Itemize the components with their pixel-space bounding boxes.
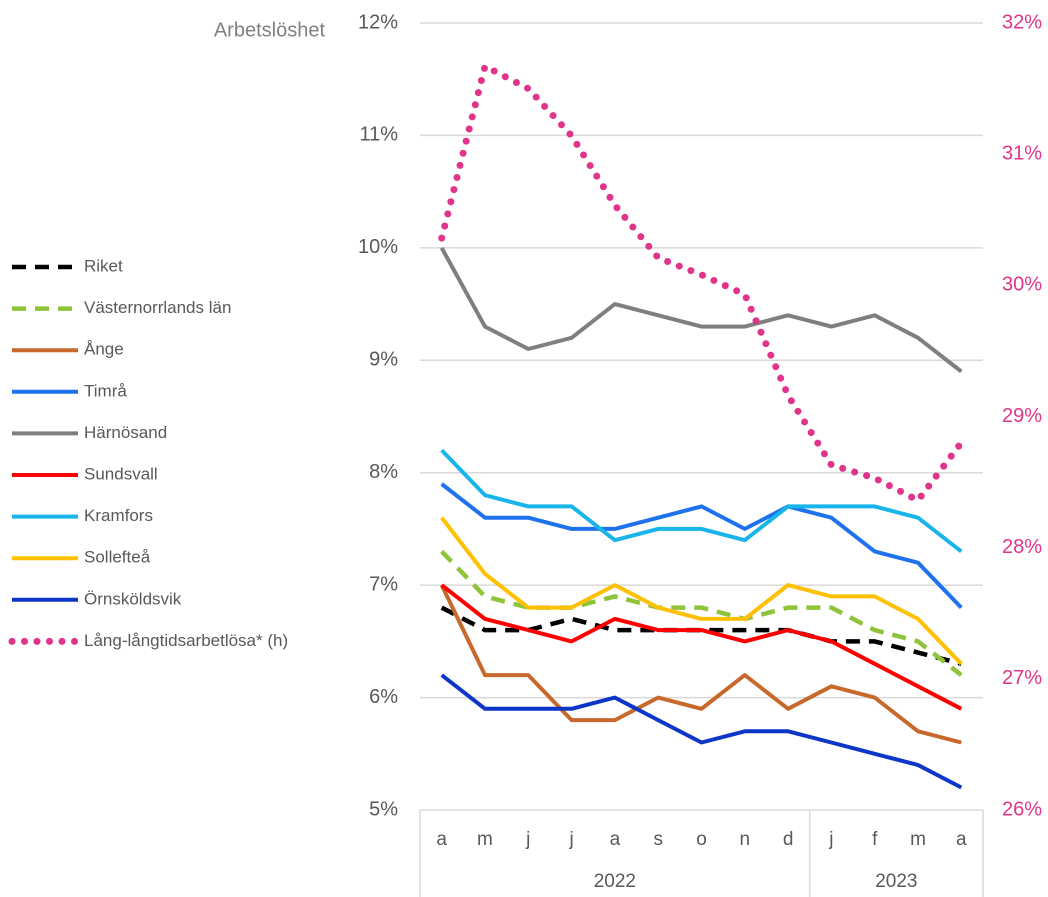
legend-label: Sollefteå bbox=[84, 548, 151, 567]
x-tick-label: n bbox=[740, 829, 751, 850]
line-series bbox=[440, 605, 962, 666]
x-tick-label: m bbox=[910, 829, 926, 850]
y2-tick-label: 27% bbox=[1002, 667, 1042, 689]
x-tick-label: a bbox=[436, 829, 447, 850]
x-tick-label: a bbox=[610, 829, 621, 850]
line-series bbox=[440, 583, 963, 711]
legend-label: Ånge bbox=[84, 340, 124, 359]
x-group-label: 2022 bbox=[594, 871, 636, 892]
line-series bbox=[439, 584, 962, 745]
y2-tick-label: 26% bbox=[1002, 798, 1042, 820]
y2-tick-label: 29% bbox=[1002, 405, 1042, 427]
x-tick-label: f bbox=[872, 829, 878, 850]
y2-tick-label: 31% bbox=[1002, 142, 1042, 164]
x-tick-label: m bbox=[477, 829, 493, 850]
y-tick-label: 12% bbox=[358, 11, 398, 33]
x-tick-label: j bbox=[828, 829, 833, 850]
y-tick-label: 11% bbox=[359, 124, 398, 146]
y-tick-label: 10% bbox=[358, 236, 398, 258]
x-tick-label: o bbox=[696, 829, 707, 850]
y-tick-label: 9% bbox=[369, 349, 398, 371]
chart-title: Arbetslöshet bbox=[214, 19, 326, 41]
x-tick-label: j bbox=[525, 829, 530, 850]
legend-label: Lång-långtidsarbetlösa* (h) bbox=[84, 631, 288, 650]
y-tick-label: 6% bbox=[369, 686, 398, 708]
y-tick-label: 5% bbox=[369, 798, 398, 820]
legend-label: Örnsköldsvik bbox=[84, 589, 182, 608]
legend-label: Härnösand bbox=[84, 423, 167, 442]
y-tick-label: 7% bbox=[369, 573, 398, 595]
line-series bbox=[440, 482, 963, 609]
x-tick-label: d bbox=[783, 829, 794, 850]
y-tick-label: 8% bbox=[369, 461, 398, 483]
line-series bbox=[440, 448, 963, 553]
legend-label: Kramfors bbox=[84, 506, 153, 525]
line-series bbox=[440, 673, 963, 790]
line-series bbox=[440, 549, 963, 677]
line-series bbox=[438, 62, 965, 504]
legend-label: Sundsvall bbox=[84, 464, 158, 483]
x-group-label: 2023 bbox=[875, 871, 917, 892]
legend-label: Riket bbox=[84, 256, 123, 275]
line-series bbox=[439, 246, 963, 374]
y2-tick-label: 32% bbox=[1002, 11, 1042, 33]
x-tick-label: s bbox=[653, 829, 663, 850]
y2-tick-label: 28% bbox=[1002, 536, 1042, 558]
y2-tick-label: 30% bbox=[1002, 274, 1042, 296]
x-tick-label: a bbox=[956, 829, 967, 850]
line-series bbox=[440, 516, 963, 666]
legend-label: Timrå bbox=[84, 381, 127, 400]
legend-label: Västernorrlands län bbox=[84, 298, 231, 317]
x-tick-label: j bbox=[568, 829, 573, 850]
